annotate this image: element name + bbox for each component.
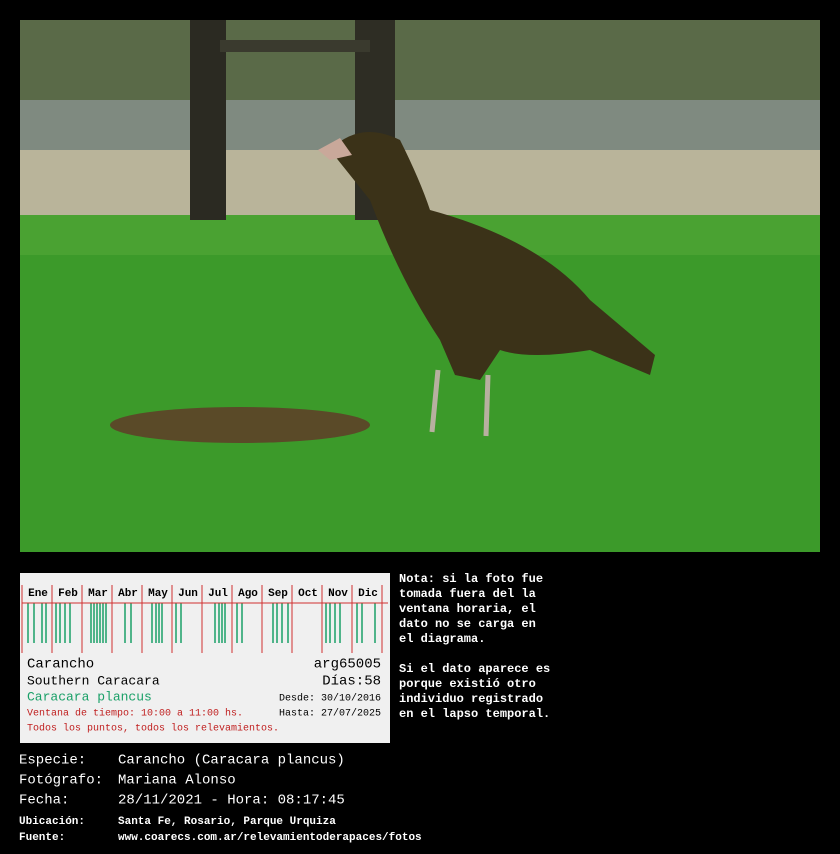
month-label: Nov: [328, 588, 348, 600]
photo: [20, 20, 820, 552]
diagram-card: Carancho arg65005 Southern Caracara Días…: [20, 573, 390, 743]
note-paragraph: Nota: si la foto fue tomada fuera del la…: [399, 572, 544, 646]
record-ticks: [27, 603, 376, 643]
detail-label: Fecha:: [19, 793, 69, 809]
detail-value: Mariana Alonso: [118, 773, 236, 789]
time-window: Ventana de tiempo: 10:00 a 11:00 hs.: [27, 708, 243, 720]
species-code: arg65005: [314, 657, 381, 673]
days: Días:58: [322, 674, 381, 690]
month-label: Ago: [238, 588, 258, 600]
month-label: Sep: [268, 588, 288, 600]
month-label: Feb: [58, 588, 78, 600]
detail-value: www.coarecs.com.ar/relevamientoderapaces…: [118, 832, 422, 844]
note: Nota: si la foto fue tomada fuera del la…: [399, 572, 551, 737]
detail-label: Fuente:: [19, 832, 65, 844]
english-name: Southern Caracara: [27, 673, 160, 688]
common-name: Carancho: [27, 657, 94, 673]
detail-value: 28/11/2021 - Hora: 08:17:45: [118, 793, 345, 809]
month-label: May: [148, 588, 168, 600]
detail-label: Fotógrafo:: [19, 773, 103, 789]
month-label: Mar: [88, 588, 108, 600]
detail-label: Ubicación:: [19, 816, 85, 828]
month-label: Ene: [28, 588, 48, 600]
date-to: Hasta: 27/07/2025: [279, 708, 381, 720]
scientific-name: Caracara plancus: [27, 689, 152, 704]
detail-value: Santa Fe, Rosario, Parque Urquiza: [118, 816, 336, 828]
month-label: Jul: [208, 588, 228, 600]
month-label: Abr: [118, 588, 138, 600]
note-paragraph: Si el dato aparece es porque existió otr…: [399, 662, 551, 721]
detail-label: Especie:: [19, 753, 86, 769]
month-label: Jun: [178, 588, 198, 600]
month-label: Dic: [358, 588, 378, 600]
month-label: Oct: [298, 588, 318, 600]
scope: Todos los puntos, todos los relevamiento…: [27, 723, 279, 735]
date-from: Desde: 30/10/2016: [279, 693, 381, 705]
detail-value: Carancho (Caracara plancus): [118, 753, 345, 769]
